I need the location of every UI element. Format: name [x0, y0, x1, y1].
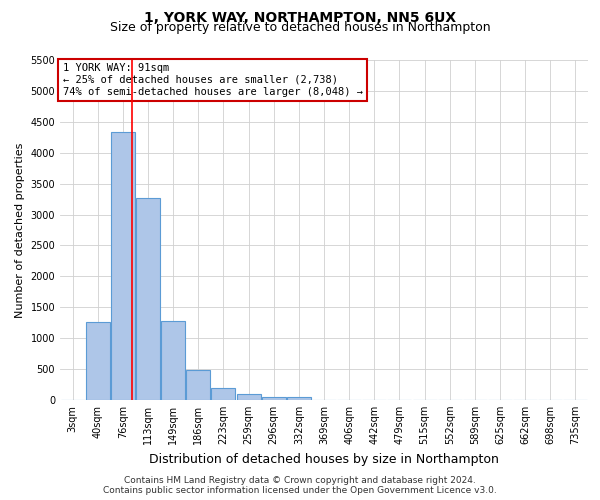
Bar	[86, 322, 110, 400]
Bar	[187, 370, 210, 400]
Bar	[161, 321, 185, 400]
Bar	[236, 394, 260, 400]
Bar	[111, 132, 135, 400]
X-axis label: Distribution of detached houses by size in Northampton: Distribution of detached houses by size …	[149, 452, 499, 466]
Y-axis label: Number of detached properties: Number of detached properties	[15, 142, 25, 318]
Bar	[211, 388, 235, 400]
Text: 1 YORK WAY: 91sqm
← 25% of detached houses are smaller (2,738)
74% of semi-detac: 1 YORK WAY: 91sqm ← 25% of detached hous…	[62, 64, 362, 96]
Text: Size of property relative to detached houses in Northampton: Size of property relative to detached ho…	[110, 21, 490, 34]
Text: Contains HM Land Registry data © Crown copyright and database right 2024.
Contai: Contains HM Land Registry data © Crown c…	[103, 476, 497, 495]
Bar	[136, 198, 160, 400]
Bar	[262, 396, 286, 400]
Bar	[287, 397, 311, 400]
Text: 1, YORK WAY, NORTHAMPTON, NN5 6UX: 1, YORK WAY, NORTHAMPTON, NN5 6UX	[144, 10, 456, 24]
